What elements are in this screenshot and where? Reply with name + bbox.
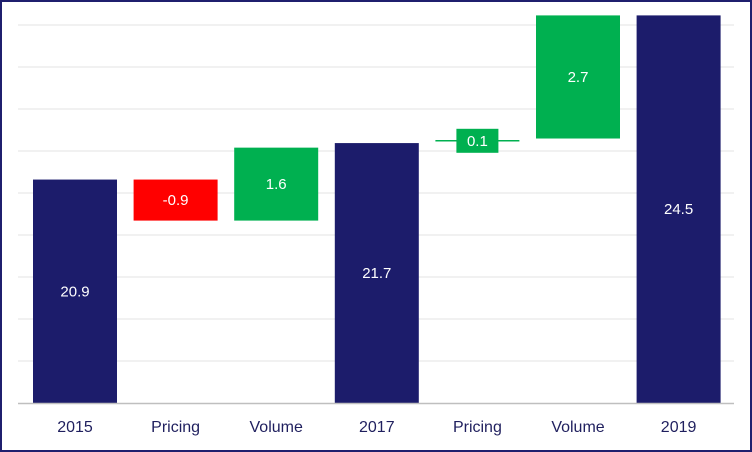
bar-pricing-4 <box>456 128 499 153</box>
data-label-5: 2.7 <box>568 69 589 86</box>
bars <box>33 15 721 404</box>
x-tick-label-3: 2017 <box>359 419 395 436</box>
data-label-4: 0.1 <box>467 133 488 150</box>
x-tick-label-2: Volume <box>250 419 303 436</box>
x-tick-label-1: Pricing <box>151 419 200 436</box>
data-label-6: 24.5 <box>664 201 693 218</box>
data-label-1: -0.9 <box>163 192 189 209</box>
bar-2015-0 <box>33 179 117 403</box>
x-tick-label-0: 2015 <box>57 419 93 436</box>
x-axis-tick-labels: 2015 Pricing Volume 2017 Pricing Volume 2019 <box>57 419 696 436</box>
bar-pricing-1 <box>133 179 218 221</box>
data-label-2: 1.6 <box>266 176 287 193</box>
x-tick-label-4: Pricing <box>453 419 502 436</box>
bar-volume-5 <box>536 15 620 139</box>
data-label-0: 20.9 <box>60 283 89 300</box>
data-label-3: 21.7 <box>362 265 391 282</box>
bar-2017-3 <box>334 143 419 403</box>
bar-volume-2 <box>234 147 319 221</box>
x-tick-label-6: 2019 <box>661 419 697 436</box>
x-tick-label-5: Volume <box>551 419 604 436</box>
data-labels: 20.9 -0.9 1.6 21.7 0.1 2.7 24.5 <box>60 69 693 300</box>
bar-2019-6 <box>636 15 721 404</box>
